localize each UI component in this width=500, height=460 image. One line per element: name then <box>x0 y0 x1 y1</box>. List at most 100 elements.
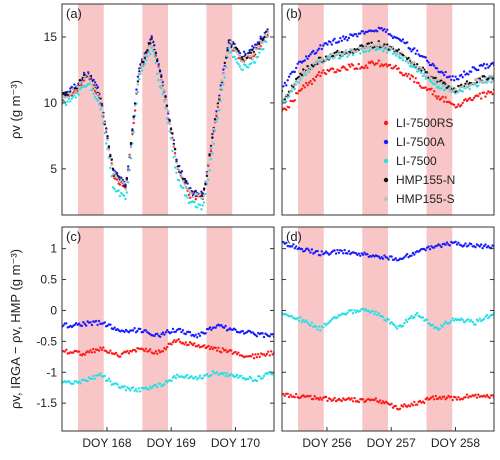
data-point <box>172 142 175 146</box>
data-point <box>482 244 486 248</box>
data-point <box>366 253 369 256</box>
data-point <box>147 388 150 391</box>
data-point <box>336 316 339 319</box>
data-point <box>220 324 223 327</box>
data-point <box>478 245 481 248</box>
data-point <box>238 55 242 58</box>
data-point <box>316 49 319 52</box>
data-point <box>136 75 140 78</box>
data-point <box>149 44 152 47</box>
data-point <box>265 352 269 356</box>
data-point <box>190 375 193 378</box>
data-point <box>320 47 323 51</box>
data-point <box>353 48 356 51</box>
data-point <box>216 104 220 107</box>
data-point <box>386 51 389 54</box>
data-point <box>184 341 187 344</box>
data-point <box>242 56 246 59</box>
data-point <box>119 386 122 390</box>
panel-b: (b) LI-7500RS LI-7500A LI-7500 HMP155-N HMP15… <box>281 3 495 216</box>
data-point <box>172 144 175 147</box>
data-point <box>230 50 233 53</box>
data-point <box>209 146 213 149</box>
data-point <box>287 395 291 399</box>
data-point <box>160 73 163 77</box>
data-point <box>136 80 140 83</box>
data-point <box>204 192 207 196</box>
data-point <box>450 395 453 398</box>
data-point <box>196 206 199 209</box>
data-point <box>103 374 106 378</box>
data-point <box>238 52 242 55</box>
data-point <box>464 396 467 399</box>
data-point <box>161 350 165 353</box>
data-point <box>317 398 321 401</box>
data-point <box>124 184 127 188</box>
data-point <box>226 51 229 54</box>
data-point <box>379 65 382 68</box>
data-point <box>454 240 457 243</box>
data-point <box>207 163 210 166</box>
data-point <box>267 372 270 375</box>
data-point <box>357 62 360 66</box>
data-point <box>441 95 444 99</box>
y-tick-label: -0.5 <box>36 334 57 348</box>
data-point <box>92 374 95 378</box>
data-point <box>401 324 405 328</box>
data-point <box>398 53 402 57</box>
data-point <box>283 98 286 101</box>
data-point <box>286 392 289 395</box>
data-point <box>87 351 91 354</box>
data-point <box>319 329 322 332</box>
data-point <box>174 330 177 333</box>
data-point <box>461 101 464 105</box>
data-point <box>219 99 222 103</box>
data-point <box>244 58 247 62</box>
data-point <box>182 186 185 190</box>
data-point <box>309 251 312 254</box>
data-point <box>149 53 152 56</box>
data-point <box>491 394 494 397</box>
series-group <box>62 319 274 393</box>
data-point <box>305 319 308 322</box>
data-point <box>445 83 449 87</box>
data-point <box>180 175 184 178</box>
data-point <box>173 154 177 158</box>
data-point <box>249 62 253 65</box>
data-point <box>491 313 494 317</box>
data-point <box>149 348 152 351</box>
plot-frame <box>61 226 275 432</box>
data-point <box>448 244 452 247</box>
data-point <box>65 322 68 325</box>
data-point <box>373 47 376 51</box>
data-point <box>484 67 487 70</box>
data-point <box>310 82 314 86</box>
data-point <box>359 32 362 35</box>
data-point <box>332 67 335 71</box>
data-point <box>122 194 126 197</box>
data-point <box>138 71 141 75</box>
data-point <box>434 394 437 398</box>
data-point <box>193 377 196 380</box>
data-point <box>196 192 199 196</box>
data-point <box>387 258 390 261</box>
data-point <box>343 66 346 69</box>
data-point <box>431 395 434 398</box>
data-point <box>481 64 484 68</box>
data-point <box>262 374 266 378</box>
data-point <box>181 329 185 332</box>
data-point <box>309 394 312 398</box>
legend-label: HMP155-S <box>396 192 455 206</box>
data-point <box>408 58 412 61</box>
data-point <box>145 53 148 56</box>
data-point <box>394 325 397 328</box>
data-point <box>484 243 487 246</box>
data-point <box>465 393 469 396</box>
data-point <box>219 87 222 90</box>
data-point <box>326 43 329 46</box>
data-point <box>423 401 426 405</box>
data-point <box>460 73 463 77</box>
data-point <box>397 55 400 58</box>
data-point <box>150 387 153 390</box>
data-point <box>131 386 135 389</box>
